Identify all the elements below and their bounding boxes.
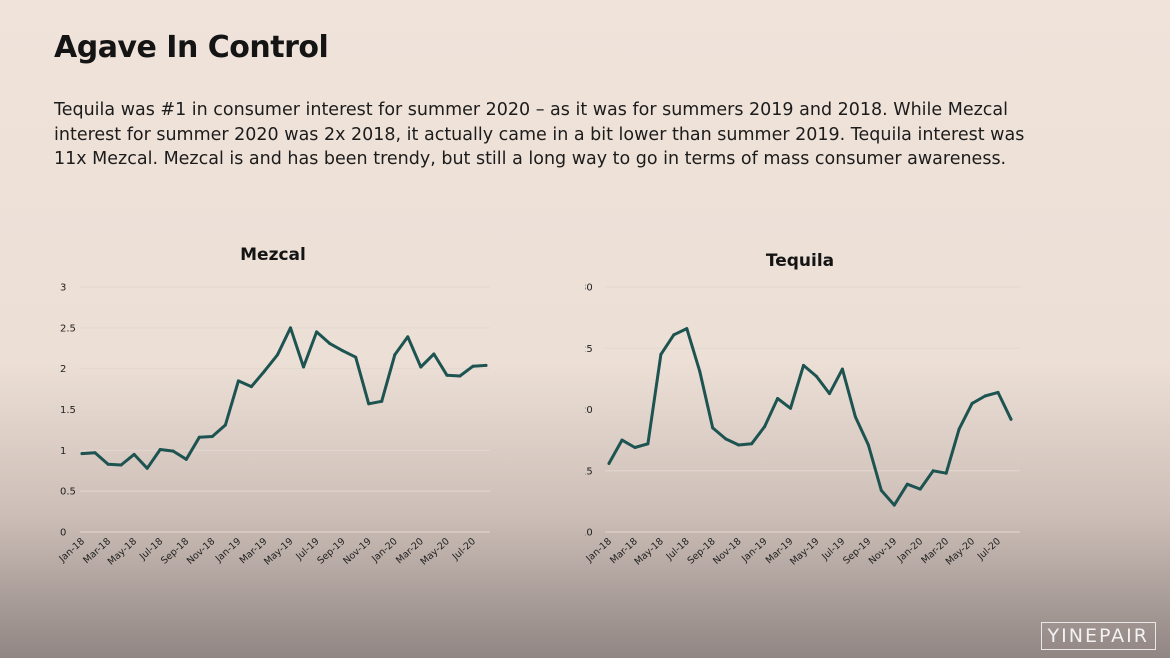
data-point	[685, 327, 689, 331]
data-point	[132, 452, 136, 456]
data-point	[737, 443, 741, 447]
data-point	[892, 503, 896, 507]
data-point	[931, 469, 935, 473]
y-tick-label: 2	[60, 364, 66, 375]
data-point	[341, 349, 345, 353]
data-point	[763, 425, 767, 429]
data-point	[789, 406, 793, 410]
data-point	[970, 401, 974, 405]
data-point	[119, 463, 123, 467]
data-point	[814, 374, 818, 378]
data-point	[646, 442, 650, 446]
data-point	[171, 449, 175, 453]
slide-body-text: Tequila was #1 in consumer interest for …	[54, 100, 1025, 169]
data-point	[393, 353, 397, 357]
x-tick-label: Nov-19	[341, 536, 373, 567]
data-point	[484, 363, 488, 367]
data-point	[262, 369, 266, 373]
data-point	[802, 363, 806, 367]
data-point	[158, 448, 162, 452]
x-tick-label: May-18	[633, 536, 666, 568]
data-point	[944, 471, 948, 475]
data-point	[672, 333, 676, 337]
data-point	[471, 364, 475, 368]
data-point	[289, 326, 293, 330]
x-tick-label: May-18	[106, 536, 139, 568]
data-point	[419, 365, 423, 369]
x-tick-label: Sep-18	[159, 536, 191, 567]
x-tick-label: Jul-20	[450, 536, 478, 563]
data-point	[197, 435, 201, 439]
data-point	[983, 394, 987, 398]
x-tick-label: Nov-18	[711, 536, 743, 567]
y-tick-label: 3	[60, 283, 66, 294]
data-point	[249, 385, 253, 389]
data-point	[106, 462, 110, 466]
y-tick-label: 30	[585, 283, 593, 294]
slide-title: Agave In Control	[54, 30, 329, 65]
x-tick-label: Sep-19	[315, 536, 347, 567]
x-tick-label: May-20	[944, 536, 977, 568]
data-point	[145, 466, 149, 470]
data-point	[698, 370, 702, 374]
data-point	[367, 402, 371, 406]
y-tick-label: 25	[585, 344, 593, 355]
data-point	[315, 330, 319, 334]
mezcal-chart: Mezcal00.511.522.53Jan-18Mar-18May-18Jul…	[56, 245, 490, 568]
data-point	[406, 335, 410, 339]
x-tick-label: May-20	[419, 536, 452, 568]
data-point	[633, 445, 637, 449]
tequila-chart: Tequila1015202530Jan-18Mar-18May-18Jul-1…	[585, 251, 1020, 568]
data-point	[458, 374, 462, 378]
data-point	[445, 373, 449, 377]
y-tick-label: 2.5	[60, 323, 76, 334]
data-point	[724, 437, 728, 441]
data-point	[607, 461, 611, 465]
chart-title: Tequila	[766, 251, 834, 271]
y-tick-label: 10	[585, 528, 593, 539]
data-point	[302, 365, 306, 369]
data-point	[80, 452, 84, 456]
data-point	[93, 451, 97, 455]
y-tick-label: 0.5	[60, 487, 76, 498]
data-point	[432, 352, 436, 356]
series-line	[607, 327, 1013, 507]
data-point	[210, 434, 214, 438]
data-point	[840, 367, 844, 371]
data-point	[380, 399, 384, 403]
chart-title: Mezcal	[240, 245, 306, 265]
y-tick-label: 1	[60, 446, 66, 457]
data-point	[275, 353, 279, 357]
data-point	[905, 482, 909, 486]
data-point	[1009, 417, 1013, 421]
x-tick-label: Nov-18	[185, 536, 217, 567]
data-point	[750, 442, 754, 446]
x-tick-label: May-19	[788, 536, 821, 568]
data-point	[957, 427, 961, 431]
x-tick-label: Nov-19	[867, 536, 899, 567]
data-point	[776, 396, 780, 400]
data-point	[184, 457, 188, 461]
data-point	[853, 415, 857, 419]
data-point	[354, 355, 358, 359]
x-tick-label: Jul-20	[975, 536, 1003, 563]
y-tick-label: 1.5	[60, 405, 76, 416]
vinepair-logo: YINEPAIR	[1040, 622, 1156, 650]
data-point	[620, 438, 624, 442]
data-point	[223, 423, 227, 427]
data-point	[328, 341, 332, 345]
y-tick-label: 20	[585, 405, 593, 416]
y-tick-label: 0	[60, 528, 66, 539]
data-point	[236, 379, 240, 383]
data-point	[827, 392, 831, 396]
data-point	[866, 443, 870, 447]
data-point	[659, 352, 663, 356]
x-tick-label: May-19	[262, 536, 295, 568]
data-point	[879, 488, 883, 492]
series-line	[80, 326, 488, 470]
data-point	[711, 426, 715, 430]
data-point	[996, 390, 1000, 394]
y-tick-label: 15	[585, 466, 593, 477]
data-point	[918, 487, 922, 491]
